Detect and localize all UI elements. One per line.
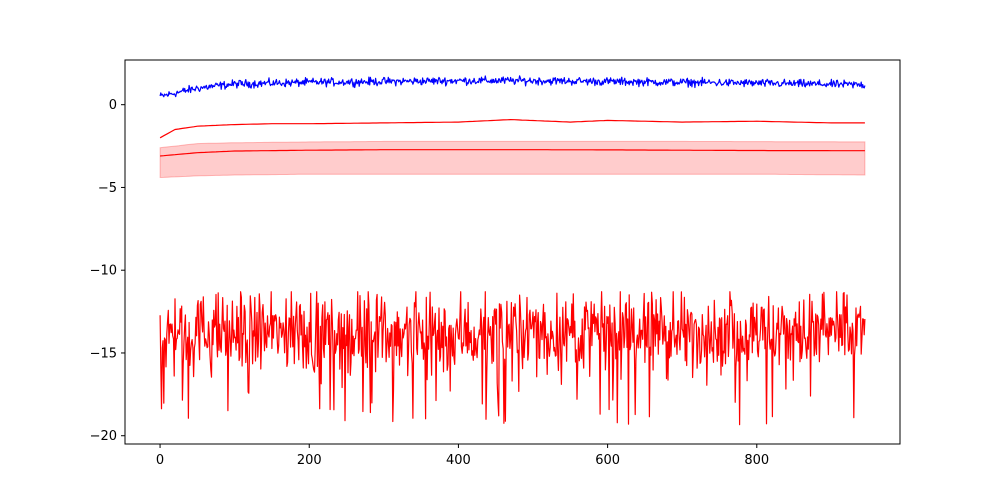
x-tick-label: 400 [446,453,471,468]
y-tick-label: −20 [90,429,117,444]
x-axis: 0 200 400 600 800 [156,444,769,468]
x-tick-label: 0 [156,453,164,468]
y-axis: 0 −5 −10 −15 −20 [90,98,125,444]
series-lines [159,75,866,426]
series-line-4 [159,291,866,426]
confidence-band [159,140,866,179]
x-tick-label: 600 [595,453,620,468]
series-line-1 [159,75,866,98]
y-tick-label: −10 [90,264,117,279]
x-tick-label: 200 [297,453,322,468]
y-tick-label: −15 [90,346,117,361]
x-tick-label: 800 [744,453,769,468]
series-line-2 [159,118,865,139]
plot-frame [124,59,901,445]
series-line-3 [160,149,865,157]
y-tick-label: 0 [109,98,117,113]
band-fills [159,140,866,179]
y-tick-label: −5 [98,181,117,196]
